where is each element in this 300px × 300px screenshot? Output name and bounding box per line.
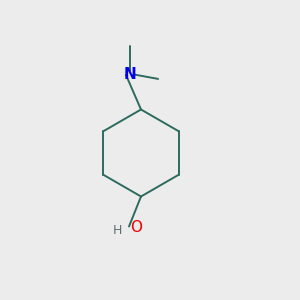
Text: O: O bbox=[130, 220, 142, 236]
Text: H: H bbox=[112, 224, 122, 237]
Text: N: N bbox=[123, 67, 136, 82]
